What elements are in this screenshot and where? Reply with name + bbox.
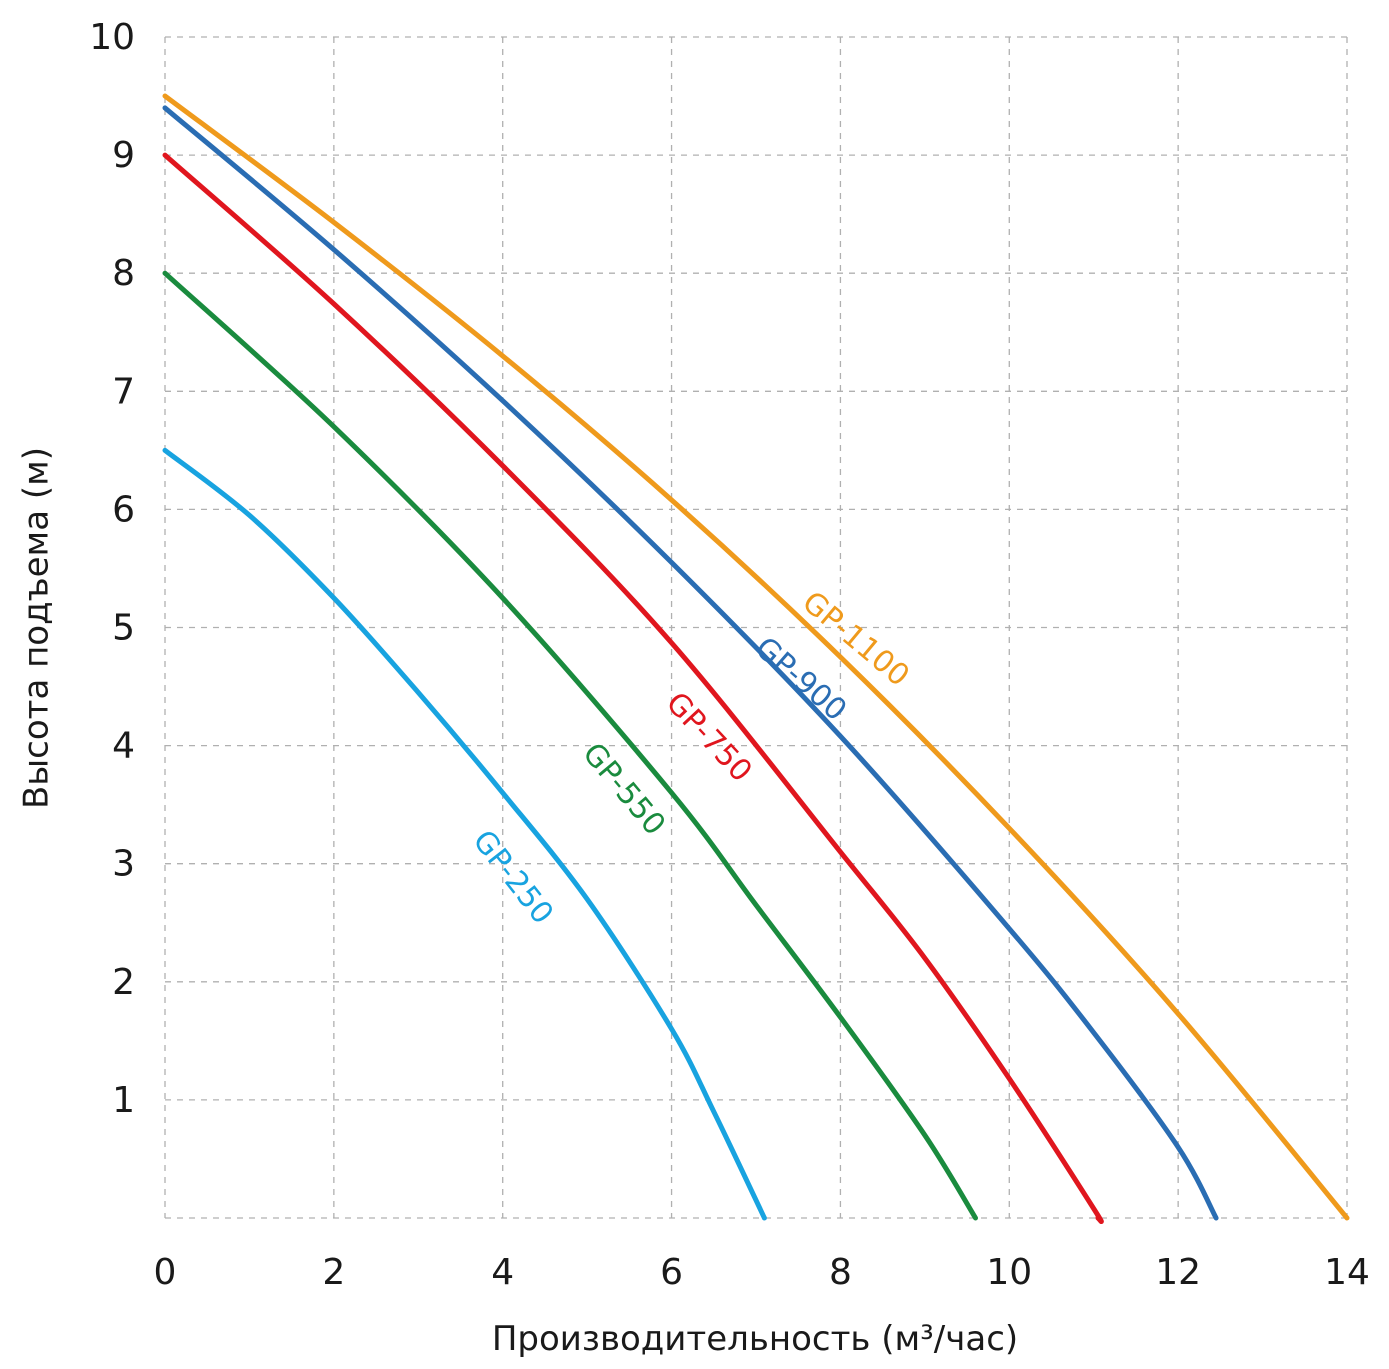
x-tick-label: 8 xyxy=(829,1252,852,1293)
x-tick-label: 12 xyxy=(1155,1252,1201,1293)
series-line-gp-550 xyxy=(162,270,978,1221)
y-tick-label: 7 xyxy=(112,371,135,412)
series-lines xyxy=(162,93,1350,1224)
y-tick-label: 6 xyxy=(112,489,135,530)
series-line-gp-250 xyxy=(162,447,767,1221)
x-tick-label: 0 xyxy=(154,1252,177,1293)
y-axis-title: Высота подъема (м) xyxy=(17,447,57,809)
y-tick-label: 10 xyxy=(89,17,135,58)
x-axis-title: Производительность (м³/час) xyxy=(492,1319,1018,1359)
grid xyxy=(164,36,1348,1219)
x-tick-label: 6 xyxy=(660,1252,683,1293)
series-line-gp-1100 xyxy=(162,93,1350,1221)
x-tick-label: 10 xyxy=(986,1252,1032,1293)
series-line-gp-750 xyxy=(162,152,1104,1224)
x-tick-label: 14 xyxy=(1324,1252,1370,1293)
series-label-gp-550: GP-550 xyxy=(575,736,672,842)
x-tick-labels: 0 2 4 6 8 10 12 14 xyxy=(154,1252,1370,1293)
x-tick-label: 2 xyxy=(322,1252,345,1293)
y-tick-label: 9 xyxy=(112,135,135,176)
y-tick-labels: 1 2 3 4 5 6 7 8 9 10 xyxy=(89,17,135,1121)
y-tick-label: 4 xyxy=(112,726,135,767)
y-tick-label: 5 xyxy=(112,608,135,649)
y-tick-label: 2 xyxy=(112,962,135,1003)
y-tick-label: 8 xyxy=(112,253,135,294)
y-tick-label: 1 xyxy=(112,1080,135,1121)
x-tick-label: 4 xyxy=(491,1252,514,1293)
y-tick-label: 3 xyxy=(112,844,135,885)
series-label-gp-250: GP-250 xyxy=(466,824,561,931)
series-label-gp-750: GP-750 xyxy=(659,686,759,789)
series-line-gp-900 xyxy=(162,105,1219,1221)
